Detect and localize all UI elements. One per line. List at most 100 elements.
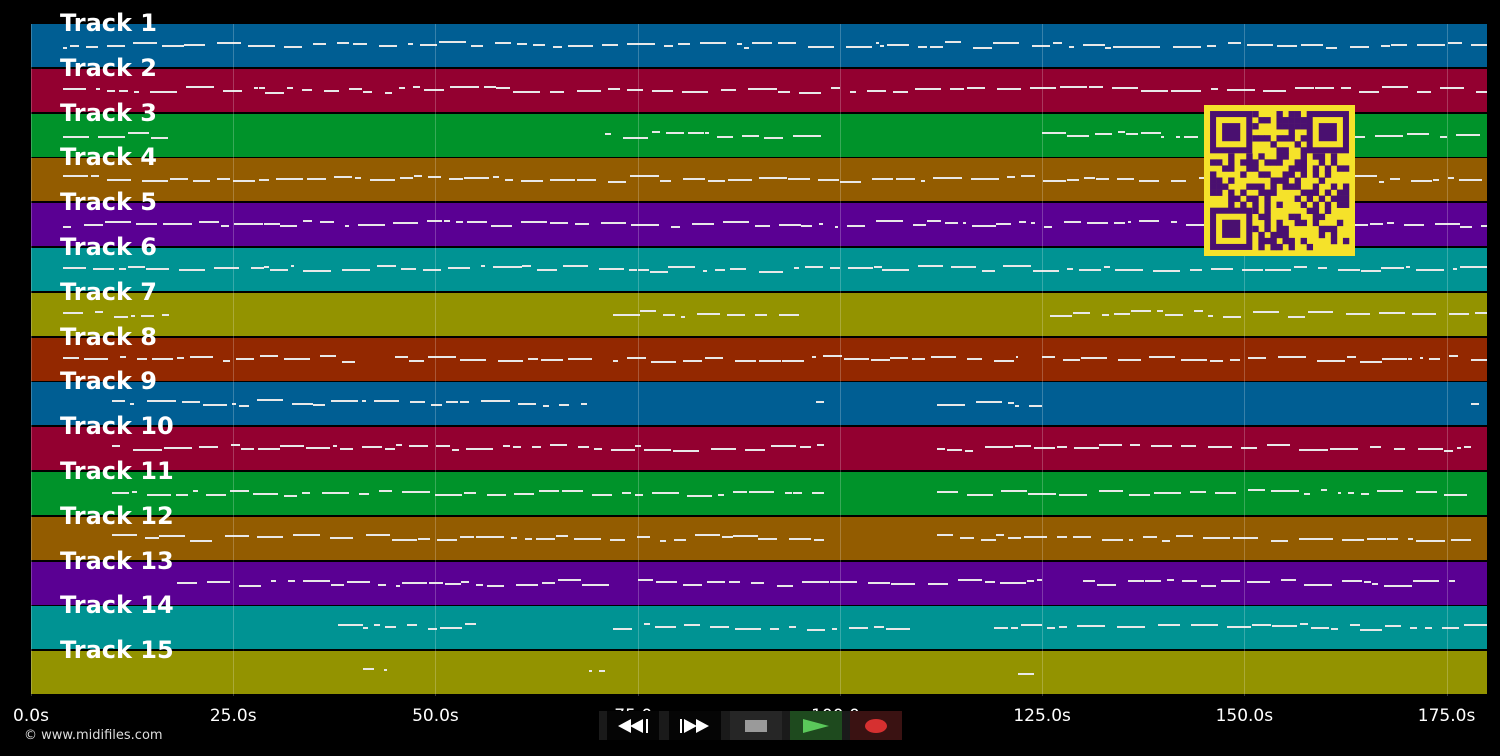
note-mark	[538, 490, 559, 492]
stop-button[interactable]	[730, 711, 782, 740]
note-mark	[409, 359, 424, 362]
play-button[interactable]	[790, 711, 842, 740]
note-mark	[439, 627, 463, 630]
note-mark	[758, 359, 782, 362]
note-mark	[1165, 313, 1184, 316]
note-mark	[1189, 269, 1202, 271]
record-icon	[865, 718, 887, 733]
note-mark	[1173, 46, 1202, 48]
note-mark	[532, 446, 541, 449]
track-lane[interactable]	[31, 382, 1487, 426]
note-mark	[1189, 491, 1207, 493]
note-mark	[484, 85, 496, 88]
note-mark	[1101, 538, 1124, 541]
note-mark	[1140, 131, 1161, 134]
note-mark	[111, 492, 129, 494]
note-mark	[651, 360, 676, 363]
note-mark	[770, 445, 797, 448]
note-mark	[1203, 536, 1231, 539]
note-mark	[1226, 88, 1255, 91]
note-mark	[412, 85, 421, 88]
note-mark	[1134, 46, 1161, 48]
note-mark	[206, 494, 226, 496]
track-lane[interactable]	[31, 651, 1487, 695]
note-mark	[355, 177, 362, 180]
note-mark	[920, 180, 925, 183]
note-mark	[280, 445, 304, 448]
note-mark	[966, 86, 986, 89]
note-mark	[423, 88, 444, 91]
note-mark	[1125, 132, 1139, 135]
track-label: Track 12	[60, 501, 174, 530]
note-mark	[666, 131, 685, 134]
note-mark	[704, 131, 710, 134]
fast-forward-button[interactable]	[669, 711, 721, 740]
note-mark	[520, 180, 544, 183]
note-mark	[307, 178, 327, 181]
note-mark	[142, 180, 168, 183]
track-lane[interactable]	[31, 472, 1487, 515]
note-mark	[398, 86, 405, 89]
note-mark	[1227, 42, 1242, 44]
note-mark	[671, 226, 681, 229]
note-mark	[627, 43, 655, 45]
note-mark	[492, 176, 500, 179]
note-mark	[1443, 450, 1453, 453]
note-mark	[1223, 315, 1241, 318]
note-mark	[400, 177, 413, 180]
record-button[interactable]	[850, 711, 902, 740]
note-mark	[1459, 266, 1487, 268]
note-mark	[1349, 624, 1361, 627]
note-mark	[789, 626, 796, 629]
note-mark	[960, 536, 975, 539]
note-mark	[996, 87, 1022, 90]
note-mark	[1386, 222, 1394, 225]
note-mark	[132, 449, 162, 452]
note-mark	[996, 223, 1011, 226]
note-mark	[1111, 86, 1138, 89]
note-mark	[1341, 86, 1352, 89]
note-mark	[303, 579, 331, 582]
note-mark	[164, 447, 193, 450]
note-mark	[302, 88, 312, 91]
note-mark	[798, 91, 822, 94]
note-mark	[872, 178, 893, 181]
note-mark	[1060, 85, 1088, 88]
note-mark	[936, 448, 945, 451]
note-mark	[626, 88, 643, 91]
note-mark	[1094, 132, 1112, 135]
note-mark	[682, 90, 709, 93]
note-mark	[532, 44, 545, 46]
note-mark	[190, 539, 213, 542]
note-mark	[1069, 46, 1074, 48]
note-mark	[1338, 492, 1342, 494]
note-mark	[1417, 90, 1432, 93]
note-mark	[1098, 490, 1124, 492]
note-mark	[376, 265, 396, 267]
note-mark	[1082, 44, 1105, 46]
note-mark	[1299, 623, 1308, 626]
note-mark	[721, 535, 734, 538]
rewind-button[interactable]	[607, 711, 659, 740]
note-mark	[1084, 177, 1096, 180]
qr-code-icon[interactable]	[1204, 105, 1355, 256]
note-mark	[1349, 175, 1377, 178]
note-mark	[735, 628, 762, 631]
note-mark	[427, 220, 443, 223]
note-mark	[875, 42, 880, 44]
note-mark	[1314, 86, 1334, 89]
note-mark	[402, 581, 428, 584]
time-tick-label: 50.0s	[412, 706, 459, 726]
note-mark	[655, 580, 678, 583]
note-mark	[512, 446, 522, 449]
note-mark	[1027, 493, 1057, 495]
note-mark	[1452, 268, 1457, 270]
note-mark	[1052, 42, 1062, 44]
note-mark	[1338, 269, 1360, 271]
note-mark	[834, 226, 839, 229]
note-mark	[158, 534, 185, 537]
track-lane[interactable]	[31, 337, 1487, 381]
note-mark	[63, 87, 87, 90]
note-mark	[1408, 357, 1413, 360]
note-mark	[1072, 311, 1090, 314]
